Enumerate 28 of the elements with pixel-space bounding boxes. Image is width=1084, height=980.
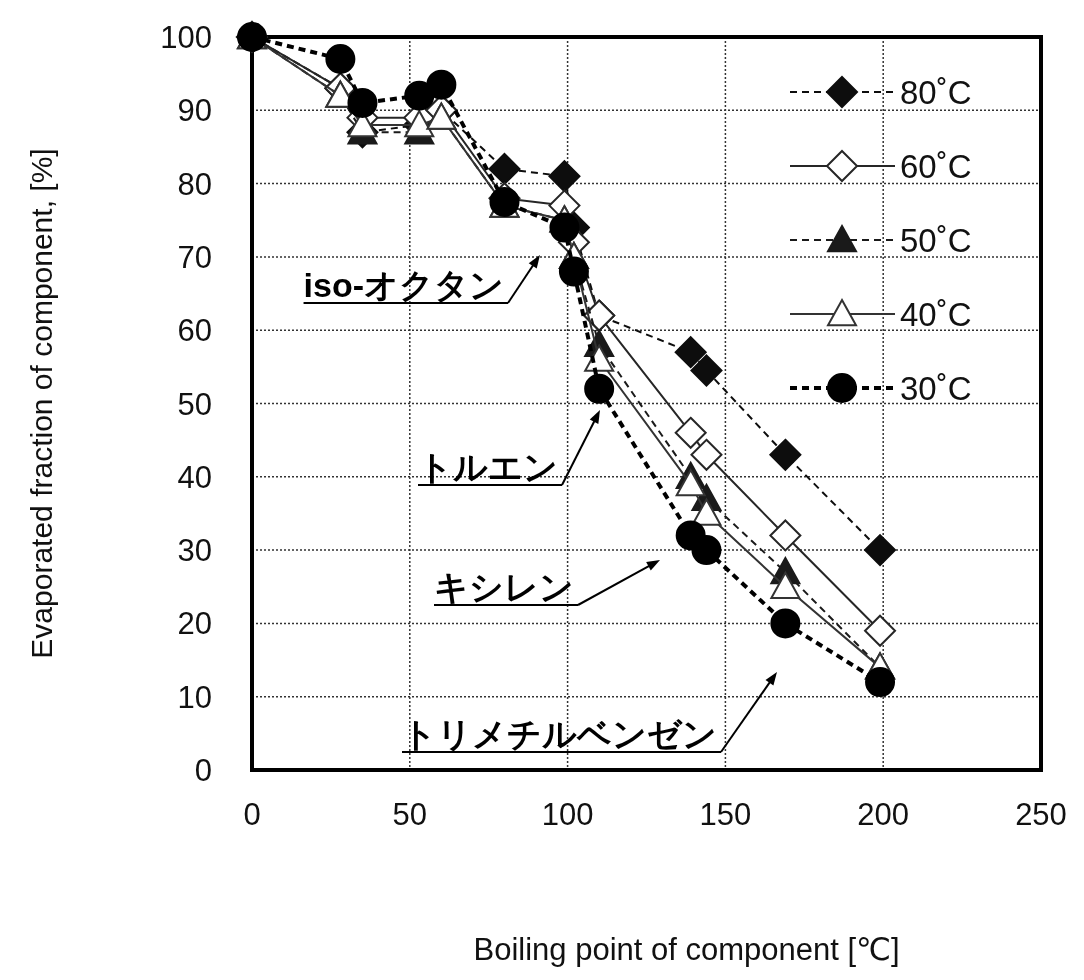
y-tick-label: 0 bbox=[194, 753, 212, 788]
y-tick-label: 50 bbox=[177, 386, 212, 422]
legend-label: 60˚C bbox=[900, 148, 972, 185]
x-tick-label: 50 bbox=[392, 797, 428, 832]
annotation: キシレン bbox=[434, 568, 574, 606]
y-tick-label: 30 bbox=[177, 533, 212, 569]
y-axis-title: Evaporated fraction of component, [%] bbox=[25, 148, 58, 659]
legend-label: 80˚C bbox=[900, 74, 972, 111]
y-tick-label: 10 bbox=[177, 679, 212, 715]
y-tick-label: 60 bbox=[177, 313, 212, 349]
x-axis-title: Boiling point of component [℃] bbox=[473, 932, 900, 967]
legend-label: 50˚C bbox=[900, 222, 972, 259]
annotation: トリメチルベンゼン bbox=[402, 715, 717, 753]
x-tick-label: 150 bbox=[699, 797, 752, 832]
y-tick-label: 40 bbox=[177, 459, 212, 495]
y-tick-label: 20 bbox=[177, 606, 212, 642]
legend-label: 30˚C bbox=[900, 370, 972, 407]
x-tick-label: 200 bbox=[857, 797, 910, 832]
x-tick-label: 250 bbox=[1015, 797, 1067, 832]
y-tick-label: 90 bbox=[177, 93, 212, 129]
annotation: iso-オクタン bbox=[303, 266, 504, 304]
y-tick-label: 70 bbox=[177, 239, 212, 275]
y-tick-label: 80 bbox=[177, 166, 212, 202]
legend-label: 40˚C bbox=[900, 296, 972, 333]
y-tick-label: 100 bbox=[160, 20, 212, 55]
annotation: トルエン bbox=[418, 448, 558, 486]
x-tick-label: 100 bbox=[541, 797, 594, 832]
x-tick-label: 0 bbox=[243, 797, 261, 832]
